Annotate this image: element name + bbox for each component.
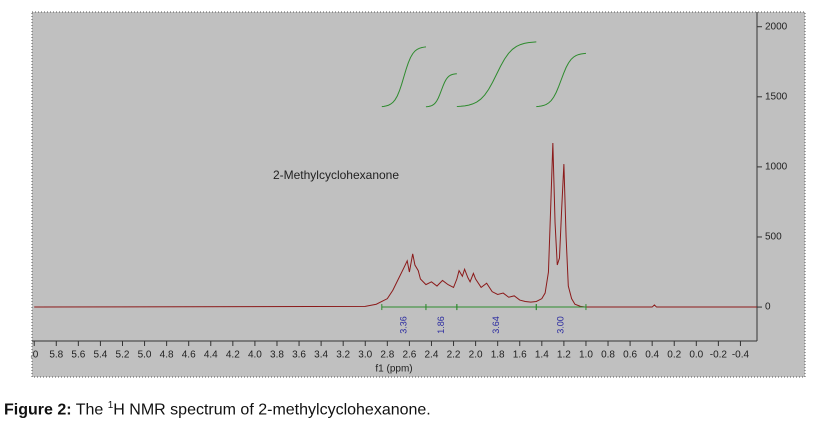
- x-tick-label: 5.2: [116, 350, 130, 361]
- x-tick-label: 4.8: [160, 350, 174, 361]
- integral-label: 1.86: [436, 316, 446, 334]
- plot-background: [31, 11, 806, 378]
- x-tick-label: 3.4: [314, 350, 328, 361]
- x-tick-label: 5.8: [49, 350, 63, 361]
- x-tick-label: 3.0: [358, 350, 372, 361]
- integral-label: 3.36: [398, 316, 408, 334]
- x-tick-label: 2.2: [447, 350, 461, 361]
- annotation: 2-Methylcyclohexanone: [273, 168, 399, 182]
- y-tick-label: 1000: [765, 162, 788, 173]
- x-tick-label: 0.4: [645, 350, 659, 361]
- integral-curve: [425, 73, 457, 108]
- caption: Figure 2: The 1H NMR spectrum of 2-methy…: [4, 400, 431, 419]
- x-tick-label: 2.6: [402, 350, 416, 361]
- integral-curve: [536, 52, 587, 108]
- y-tick-label: 0: [765, 302, 771, 313]
- x-tick-label: 5.0: [138, 350, 152, 361]
- x-tick-label: 1.4: [535, 350, 549, 361]
- x-tick-label: 1.0: [579, 350, 593, 361]
- x-axis-label: f1 (ppm): [375, 364, 412, 375]
- x-tick-label: 5.6: [71, 350, 85, 361]
- x-tick-label: -0.2: [710, 350, 728, 361]
- chart: 2-Methylcyclohexanone f1 (ppm) .0 5.8 5.6 5…: [30, 11, 806, 378]
- integral-label: 3.64: [491, 316, 501, 334]
- x-tick-label: 3.2: [336, 350, 350, 361]
- spectrum-line: [34, 143, 757, 308]
- x-tick-label: 4.2: [226, 350, 240, 361]
- x-tick-label: 5.4: [93, 350, 107, 361]
- x-tick-label: 0.0: [689, 350, 703, 361]
- x-tick-label: 3.6: [292, 350, 306, 361]
- x-tick-label: 0.8: [601, 350, 615, 361]
- x-tick-label: 2.8: [380, 350, 394, 361]
- caption-text: The: [75, 401, 108, 419]
- caption-sup: 1: [107, 400, 114, 411]
- x-tick-label: 3.8: [270, 350, 284, 361]
- x-tick-label: 2.4: [425, 350, 439, 361]
- y-tick-label: 1500: [765, 91, 788, 102]
- caption-label: Figure 2:: [4, 401, 72, 419]
- x-tick-label: 0.6: [623, 350, 637, 361]
- x-tick-label: 0.2: [667, 350, 681, 361]
- x-tick-label: 1.2: [557, 350, 571, 361]
- integral-curve: [381, 46, 427, 108]
- x-tick-label: 4.0: [248, 350, 262, 361]
- x-tick-label: 4.4: [204, 350, 218, 361]
- y-tick-label: 500: [765, 232, 782, 243]
- x-tick-label: -0.4: [732, 350, 750, 361]
- y-tick-label: 2000: [765, 21, 788, 32]
- caption-text: H NMR spectrum of 2-methylcyclohexanone.: [113, 401, 431, 419]
- integral-curve: [456, 41, 537, 108]
- x-tick-label: 1.8: [491, 350, 505, 361]
- integral-label: 3.00: [556, 316, 566, 334]
- x-tick-label: 1.6: [513, 350, 527, 361]
- x-tick-label: 4.6: [182, 350, 196, 361]
- x-tick-label: 2.0: [469, 350, 483, 361]
- x-tick-label: .0: [30, 350, 39, 361]
